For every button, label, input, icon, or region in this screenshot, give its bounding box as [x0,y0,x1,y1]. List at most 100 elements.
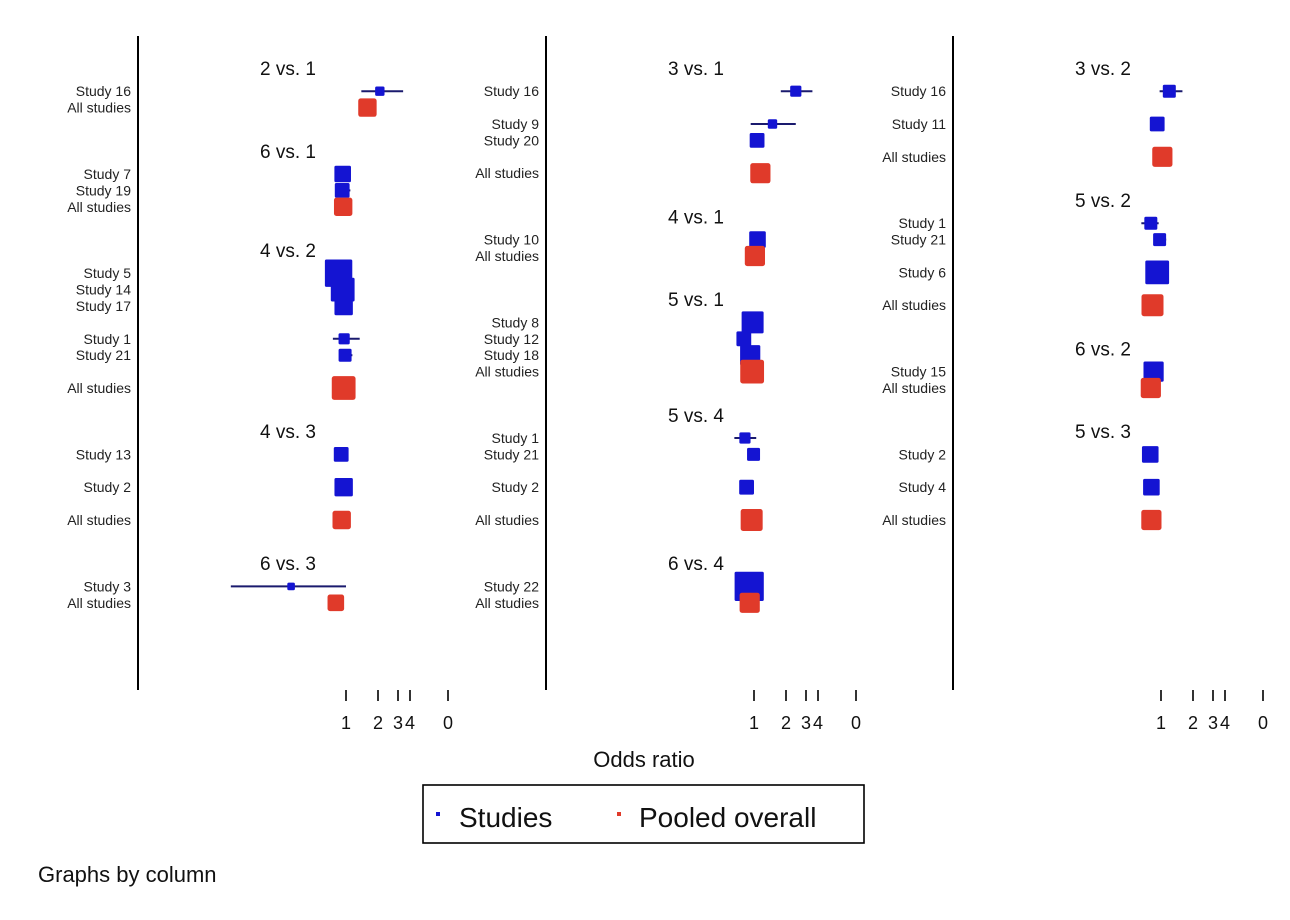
study-label: All studies [475,595,539,611]
x-tick-label: 3 [393,713,403,733]
study-label: Study 9 [492,116,540,132]
study-label: Study 21 [76,347,131,363]
study-estimate-marker [749,231,766,248]
pooled-estimate-marker [744,245,766,267]
study-label: Study 2 [899,446,947,462]
x-tick-label: 2 [1188,713,1198,733]
legend-box [422,784,865,844]
study-label: Study 12 [484,331,539,347]
study-label: All studies [475,248,539,264]
pooled-estimate-marker [333,197,353,216]
study-estimate-marker [1143,478,1160,496]
x-tick-label: 0 [443,713,453,733]
study-estimate-marker [741,311,764,334]
x-tick-label: 4 [813,713,823,733]
study-label: Study 1 [899,215,947,231]
study-label: Study 8 [492,314,540,330]
study-label: Study 2 [492,479,540,495]
study-label: Study 18 [484,347,539,363]
study-label: Study 11 [892,116,946,132]
pooled-estimate-marker [1141,509,1162,531]
study-estimate-marker [736,331,752,347]
study-label: Study 13 [76,446,131,462]
pooled-estimate-marker [740,509,763,531]
study-estimate-marker [1145,260,1170,285]
study-label: Study 14 [76,282,131,298]
comparison-title: 5 vs. 1 [668,290,724,311]
graphs-by-footnote: Graphs by column [38,862,217,887]
legend-label-studies: Studies [459,802,552,833]
study-estimate-marker [1149,116,1165,132]
study-estimate-marker [334,478,353,497]
pooled-estimate-marker [1140,377,1161,399]
study-label: Study 21 [484,446,539,462]
pooled-estimate-marker [1141,294,1164,317]
pooled-estimate-marker [740,359,765,384]
study-label: Study 10 [484,232,539,248]
study-label: All studies [67,100,131,116]
x-tick-label: 1 [749,713,759,733]
legend-swatch-pooled [617,812,621,816]
x-tick-label: 3 [1208,713,1218,733]
x-tick-label: 4 [405,713,415,733]
study-label: Study 21 [891,232,946,248]
study-estimate-marker [747,447,761,461]
study-estimate-marker [790,85,802,97]
comparison-title: 6 vs. 1 [260,142,316,163]
legend-label-pooled: Pooled overall [639,802,816,833]
pooled-estimate-marker [1152,146,1173,167]
x-tick-label: 4 [1220,713,1230,733]
pooled-estimate-marker [327,594,345,612]
study-label: Study 4 [899,479,947,495]
study-label: All studies [67,380,131,396]
study-label: Study 19 [76,182,131,198]
legend-swatch-studies [436,812,440,816]
study-estimate-marker [334,296,353,316]
comparison-title: 6 vs. 3 [260,554,316,575]
x-axis-title: Odds ratio [593,747,695,772]
study-label: Study 17 [76,298,131,314]
comparison-title: 5 vs. 4 [668,406,724,427]
comparison-title: 3 vs. 1 [668,59,724,80]
x-tick-label: 0 [851,713,861,733]
study-label: Study 15 [891,364,946,380]
study-estimate-marker [333,447,349,462]
comparison-title: 4 vs. 2 [260,241,316,262]
study-label: All studies [882,380,946,396]
study-estimate-marker [1143,361,1164,382]
study-estimate-marker [338,348,352,362]
study-estimate-marker [1141,446,1159,463]
study-label: Study 2 [84,479,132,495]
pooled-estimate-marker [332,510,351,530]
study-label: All studies [67,199,131,215]
study-label: Study 1 [492,430,540,446]
study-estimate-marker [767,119,778,129]
pooled-estimate-marker [739,592,760,613]
study-estimate-marker [334,183,350,198]
study-label: Study 16 [76,83,131,99]
study-estimate-marker [338,333,350,345]
x-tick-label: 3 [801,713,811,733]
study-estimate-marker [334,165,351,183]
comparison-title: 4 vs. 1 [668,207,724,228]
pooled-estimate-marker [750,163,771,184]
study-label: Study 3 [84,578,132,594]
comparison-title: 4 vs. 3 [260,422,316,443]
comparison-title: 6 vs. 2 [1075,339,1131,360]
pooled-estimate-marker [358,98,377,117]
study-label: All studies [67,512,131,528]
study-label: Study 20 [484,132,539,148]
study-label: All studies [475,364,539,380]
study-estimate-marker [1144,216,1158,230]
study-estimate-marker [1153,233,1167,247]
study-label: All studies [882,297,946,313]
comparison-title: 3 vs. 2 [1075,59,1131,80]
study-label: All studies [882,149,946,165]
study-estimate-marker [375,86,385,96]
study-label: All studies [475,512,539,528]
x-tick-label: 2 [781,713,791,733]
study-label: Study 16 [891,83,946,99]
x-tick-label: 1 [341,713,351,733]
study-estimate-marker [1162,84,1176,98]
pooled-estimate-marker [331,376,356,400]
